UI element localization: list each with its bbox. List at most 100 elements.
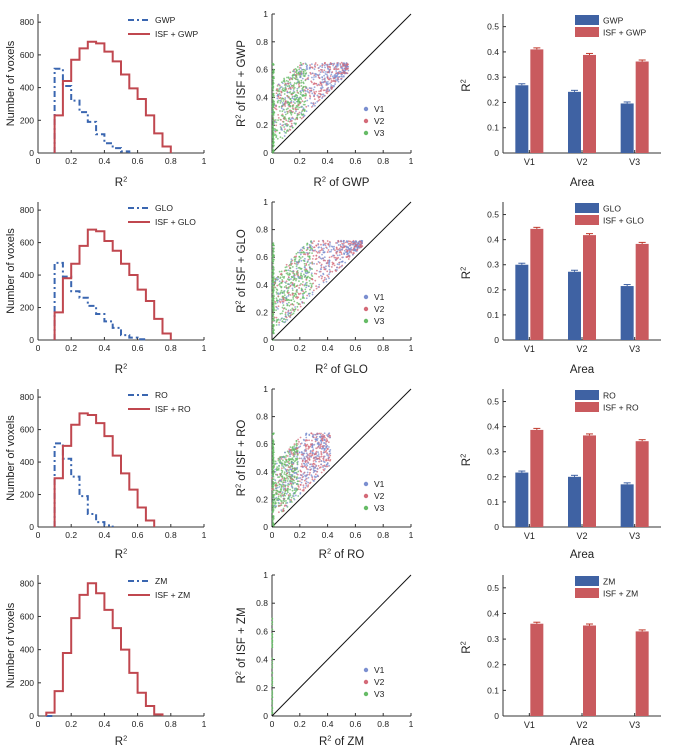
scatter-point-v1 bbox=[278, 323, 280, 326]
scatter-point-v3 bbox=[278, 105, 281, 108]
scatter-point-v3 bbox=[271, 643, 274, 646]
scatter-point-v1 bbox=[312, 434, 315, 437]
scatter-point-v2 bbox=[275, 108, 278, 111]
scatter-point-v3 bbox=[291, 457, 294, 460]
scatter-point-v3 bbox=[277, 497, 280, 500]
scatter-point-v2 bbox=[306, 456, 309, 458]
scatter-point-v1 bbox=[293, 487, 296, 490]
scatter-point-v2 bbox=[301, 301, 304, 304]
scatter-point-v3 bbox=[283, 500, 286, 503]
scatter-point-v2 bbox=[303, 89, 306, 92]
scatter-point-v2 bbox=[313, 453, 316, 456]
scatter-point-v2 bbox=[337, 239, 340, 242]
scatter-point-v1 bbox=[303, 456, 306, 459]
histogram-series-baseline bbox=[53, 67, 131, 153]
y-tick-label: 0.2 bbox=[487, 285, 499, 295]
scatter-point-v1 bbox=[332, 85, 335, 88]
scatter-point-v1 bbox=[341, 66, 343, 69]
scatter-point-v1 bbox=[307, 476, 310, 479]
y-axis-label-suffix: of ISF + GWP bbox=[236, 40, 248, 115]
scatter-point-v2 bbox=[314, 63, 316, 66]
scatter-point-v2 bbox=[325, 458, 328, 461]
scatter-point-v3 bbox=[287, 469, 290, 472]
scatter-point-v3 bbox=[298, 255, 301, 258]
x-tick-label: 0.4 bbox=[98, 719, 110, 729]
scatter-point-v1 bbox=[336, 250, 339, 253]
scatter-point-v1 bbox=[299, 493, 302, 495]
scatter-point-v2 bbox=[352, 239, 355, 242]
scatter-point-v3 bbox=[305, 269, 308, 272]
bar-baseline-v3 bbox=[620, 286, 634, 340]
scatter-point-v3 bbox=[302, 113, 305, 116]
y-tick-label: 800 bbox=[20, 17, 34, 27]
x-axis-label-sup: 2 bbox=[123, 733, 127, 742]
scatter-point-v2 bbox=[315, 285, 318, 288]
scatter-point-v2 bbox=[277, 95, 280, 98]
scatter-point-v1 bbox=[320, 246, 323, 249]
scatter-point-v3 bbox=[275, 324, 278, 326]
scatter-point-v1 bbox=[311, 104, 314, 107]
y-tick-label: 0.2 bbox=[256, 683, 268, 693]
y-tick-label: 0.2 bbox=[256, 120, 268, 130]
scatter-point-v3 bbox=[286, 476, 289, 479]
scatter-point-v3 bbox=[287, 120, 290, 123]
identity-line bbox=[271, 388, 412, 528]
scatter-point-v1 bbox=[341, 248, 344, 251]
scatter-point-v2 bbox=[320, 277, 323, 280]
scatter-point-v2 bbox=[315, 250, 318, 253]
scatter-point-v3 bbox=[272, 467, 274, 469]
scatter-point-v3 bbox=[273, 247, 275, 250]
y-axis-label-main: R bbox=[236, 488, 248, 496]
scatter-point-v2 bbox=[308, 246, 311, 249]
scatter-point-v2 bbox=[333, 68, 336, 71]
scatter-point-v1 bbox=[328, 450, 331, 453]
x-axis-label: Area bbox=[570, 736, 595, 748]
scatter-points bbox=[271, 432, 332, 527]
scatter-point-v3 bbox=[294, 308, 296, 311]
y-axis-label-sup: 2 bbox=[458, 79, 467, 83]
y-tick-label: 0.1 bbox=[487, 685, 499, 695]
scatter-point-v1 bbox=[316, 442, 319, 444]
scatter-point-v3 bbox=[296, 114, 299, 117]
scatter-point-v3 bbox=[277, 468, 280, 471]
scatter-point-v2 bbox=[311, 257, 314, 260]
scatter-point-v2 bbox=[285, 286, 288, 289]
x-axis-label: R2 of RO bbox=[319, 546, 365, 561]
scatter-point-v2 bbox=[299, 436, 302, 439]
scatter-point-v2 bbox=[318, 84, 321, 86]
scatter-point-v2 bbox=[328, 78, 331, 81]
scatter-point-v3 bbox=[284, 117, 287, 120]
scatter-point-v3 bbox=[271, 269, 274, 272]
scatter-point-v3 bbox=[286, 129, 289, 132]
scatter-point-v2 bbox=[333, 264, 336, 267]
scatter-point-v2 bbox=[323, 276, 326, 279]
x-tick-label: V1 bbox=[524, 531, 535, 541]
scatter-point-v1 bbox=[336, 266, 338, 269]
y-tick-label: 0.5 bbox=[487, 22, 499, 32]
scatter-point-v1 bbox=[314, 75, 317, 78]
scatter-point-v2 bbox=[320, 437, 323, 440]
scatter-point-v3 bbox=[281, 462, 284, 465]
scatter-point-v3 bbox=[293, 277, 295, 280]
scatter-point-v3 bbox=[271, 307, 274, 310]
scatter-point-v3 bbox=[300, 276, 303, 279]
scatter-point-v3 bbox=[276, 299, 278, 301]
scatter-point-v2 bbox=[312, 462, 315, 465]
scatter-point-v3 bbox=[272, 260, 274, 263]
scatter-point-v2 bbox=[283, 117, 285, 120]
y-tick-label: 1 bbox=[263, 570, 268, 580]
scatter-point-v2 bbox=[287, 276, 290, 278]
scatter-point-v2 bbox=[305, 465, 307, 468]
x-tick-label: 0.2 bbox=[294, 343, 306, 353]
scatter-point-v2 bbox=[289, 314, 292, 316]
scatter-point-v1 bbox=[312, 102, 314, 105]
scatter-point-v2 bbox=[299, 303, 301, 306]
scatter-point-v2 bbox=[297, 83, 300, 86]
bar-isf-v1 bbox=[530, 623, 544, 716]
scatter-point-v2 bbox=[322, 241, 325, 243]
scatter-point-v1 bbox=[311, 451, 314, 454]
scatter-point-v3 bbox=[272, 244, 275, 247]
scatter-point-v2 bbox=[295, 108, 298, 111]
scatter-point-v2 bbox=[320, 435, 323, 438]
